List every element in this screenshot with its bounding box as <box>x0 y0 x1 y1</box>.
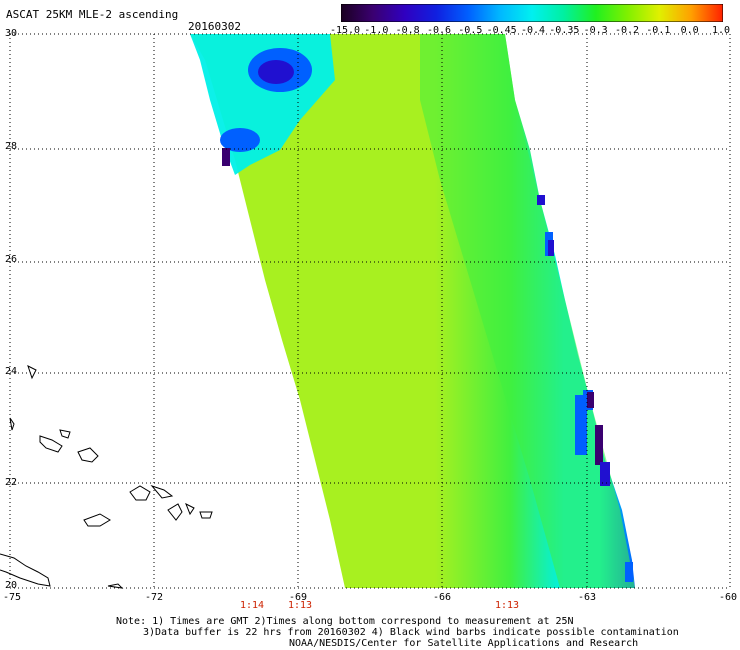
coastline <box>167 503 183 521</box>
coastline <box>27 365 37 380</box>
lat-label-28: 28 <box>5 141 18 152</box>
lat-label-26: 26 <box>5 254 18 265</box>
edge-pixel <box>600 462 610 486</box>
coastline <box>39 435 63 453</box>
colorbar-label: -0.2 <box>614 25 640 36</box>
colorbar-label: -0.45 <box>486 25 517 36</box>
colorbar-gradient <box>341 4 723 22</box>
time-label-1: 1:14 <box>239 600 265 611</box>
lon-label-75: -75 <box>2 592 22 603</box>
edge-pixel <box>587 392 594 408</box>
map-date: 20160302 <box>188 20 241 33</box>
coastline <box>59 429 71 439</box>
edge-pixel <box>537 195 545 205</box>
lat-label-20: 20 <box>5 580 18 591</box>
note-line-1: Note: 1) Times are GMT 2)Times along bot… <box>116 616 574 627</box>
note-line-2: 3)Data buffer is 22 hrs from 20160302 4)… <box>143 627 679 638</box>
violet-patch-west <box>222 148 230 166</box>
coastline <box>129 485 151 501</box>
colorbar-label: -1.0 <box>364 25 389 36</box>
lon-label-72: -72 <box>144 592 164 603</box>
time-label-3: 1:13 <box>494 600 520 611</box>
time-label-2: 1:13 <box>287 600 313 611</box>
colorbar-label: -0.8 <box>395 25 420 36</box>
lon-label-69: -69 <box>288 592 308 603</box>
edge-pixel <box>595 425 603 465</box>
edge-pixel <box>625 562 633 582</box>
blue-patch-west <box>220 128 260 152</box>
lat-label-22: 22 <box>5 477 18 488</box>
edge-pixel <box>575 395 587 455</box>
coastline <box>185 502 195 516</box>
map-title: ASCAT 25KM MLE-2 ascending <box>6 8 179 21</box>
lat-label-24: 24 <box>5 366 18 377</box>
lon-label-60: -60 <box>718 592 738 603</box>
lon-label-66: -66 <box>432 592 452 603</box>
colorbar-label: -0.6 <box>426 25 452 36</box>
colorbar-label: -0.5 <box>458 25 483 36</box>
colorbar-label: -0.35 <box>549 25 580 36</box>
colorbar-label: 0.0 <box>680 25 699 36</box>
coastline <box>199 511 213 519</box>
coastline <box>107 583 124 589</box>
coastline <box>150 484 174 499</box>
coastline <box>83 513 111 527</box>
colorbar-label: -0.4 <box>520 25 546 36</box>
colorbar <box>341 4 723 22</box>
colorbar-label: -0.1 <box>646 25 671 36</box>
lat-label-30: 30 <box>5 28 18 39</box>
deep-blue-core <box>258 60 294 84</box>
coastline <box>77 447 99 463</box>
lon-label-63: -63 <box>577 592 597 603</box>
note-line-3: NOAA/NESDIS/Center for Satellite Applica… <box>289 638 639 649</box>
coastline <box>9 417 15 431</box>
colorbar-label: -0.3 <box>583 25 608 36</box>
colorbar-label: 1.0 <box>711 25 731 36</box>
coastline <box>0 553 51 587</box>
edge-pixel <box>548 240 554 256</box>
colorbar-label: -15.0 <box>329 25 361 36</box>
